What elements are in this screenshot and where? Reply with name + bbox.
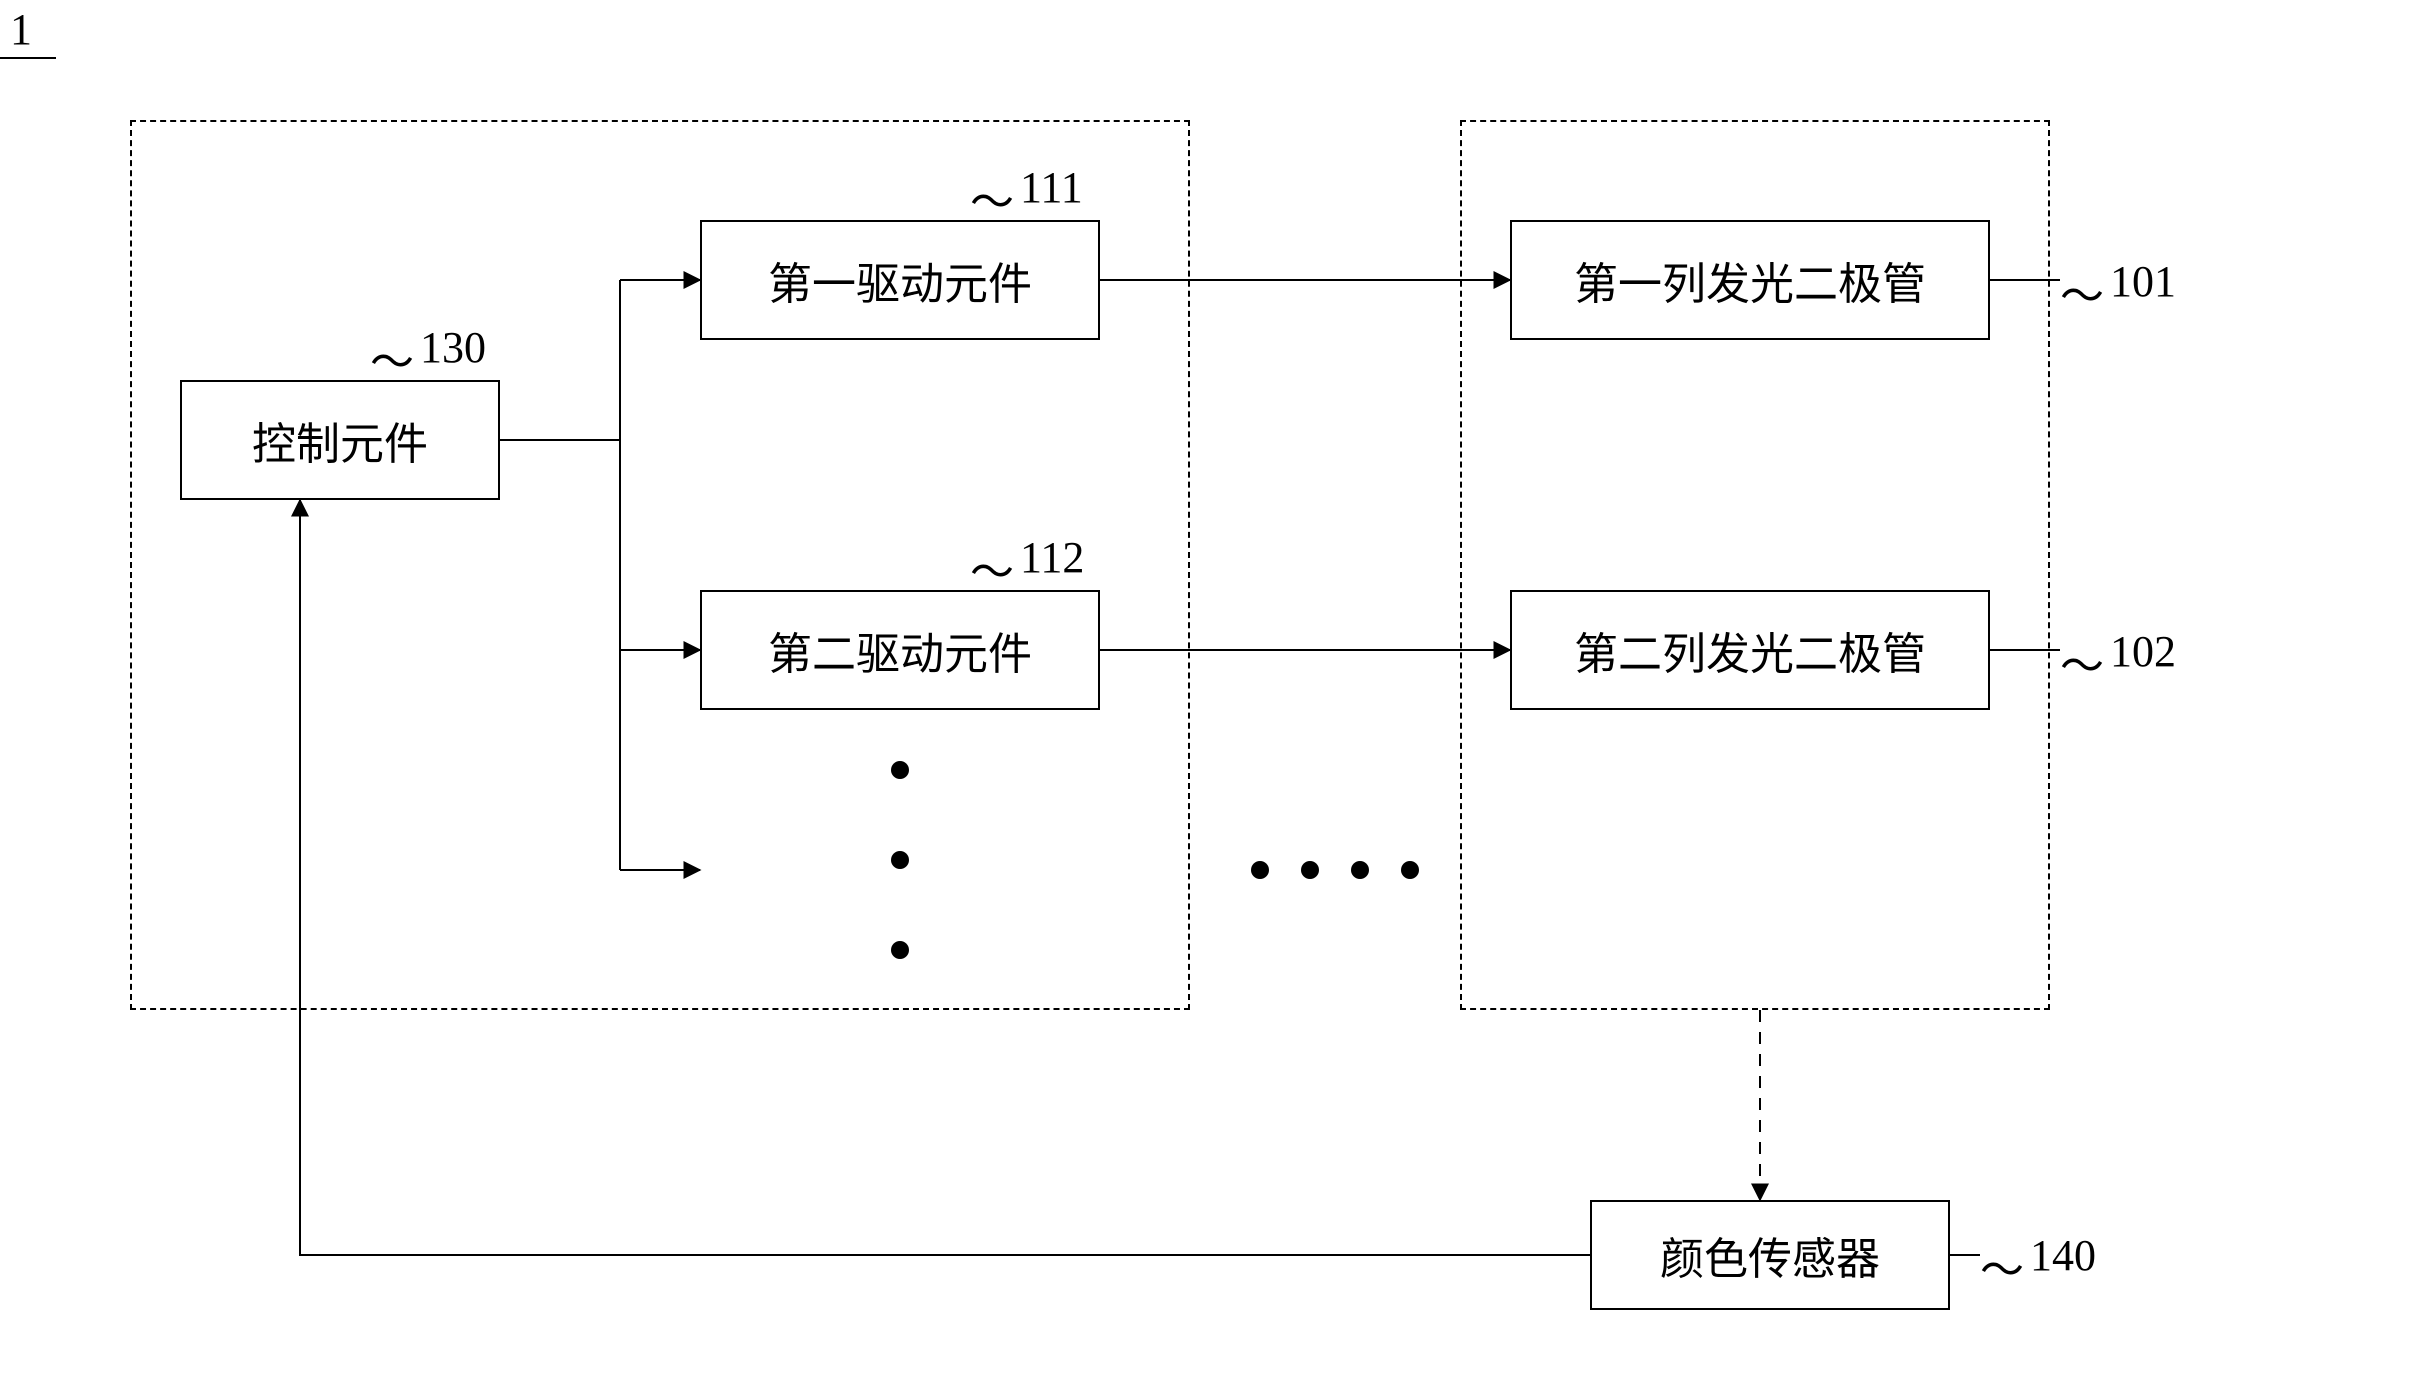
driver1-block: 第一驱动元件: [700, 220, 1100, 340]
tilde-icon: 〜: [1980, 1234, 2024, 1298]
ellipsis-dot: [891, 761, 909, 779]
control-block: 控制元件: [180, 380, 500, 500]
tilde-icon: 〜: [370, 326, 414, 390]
ellipsis-dot: [1251, 861, 1269, 879]
sensor-block: 颜色传感器: [1590, 1200, 1950, 1310]
sensor-ref-label: 140: [2030, 1230, 2096, 1281]
led2-block: 第二列发光二极管: [1510, 590, 1990, 710]
ellipsis-dot: [891, 941, 909, 959]
sensor-block-label: 颜色传感器: [1660, 1223, 1880, 1287]
driver2-block: 第二驱动元件: [700, 590, 1100, 710]
driver2-block-label: 第二驱动元件: [768, 618, 1032, 682]
tilde-icon: 〜: [970, 536, 1014, 600]
driver1-block-label: 第一驱动元件: [768, 248, 1032, 312]
control-block-label: 控制元件: [252, 408, 428, 472]
led1-block-label: 第一列发光二极管: [1574, 248, 1926, 312]
ellipsis-dot: [891, 851, 909, 869]
ellipsis-dot: [1351, 861, 1369, 879]
ellipsis-dot: [1401, 861, 1419, 879]
diagram-stage: 1 控制元件 第一驱动元件 第二驱动元件 第一列发光二极管 第二列发光二极管 颜…: [0, 0, 2434, 1391]
led2-block-label: 第二列发光二极管: [1574, 618, 1926, 682]
ellipsis-dot: [1301, 861, 1319, 879]
led1-block: 第一列发光二极管: [1510, 220, 1990, 340]
driver2-ref-label: 112: [1020, 532, 1084, 583]
led2-ref-label: 102: [2110, 626, 2176, 677]
led1-ref-label: 101: [2110, 256, 2176, 307]
control-ref-label: 130: [420, 322, 486, 373]
tilde-icon: 〜: [2060, 260, 2104, 324]
driver1-ref-label: 111: [1020, 162, 1083, 213]
tilde-icon: 〜: [970, 166, 1014, 230]
tilde-icon: 〜: [2060, 630, 2104, 694]
figure-index-label: 1: [10, 4, 32, 55]
